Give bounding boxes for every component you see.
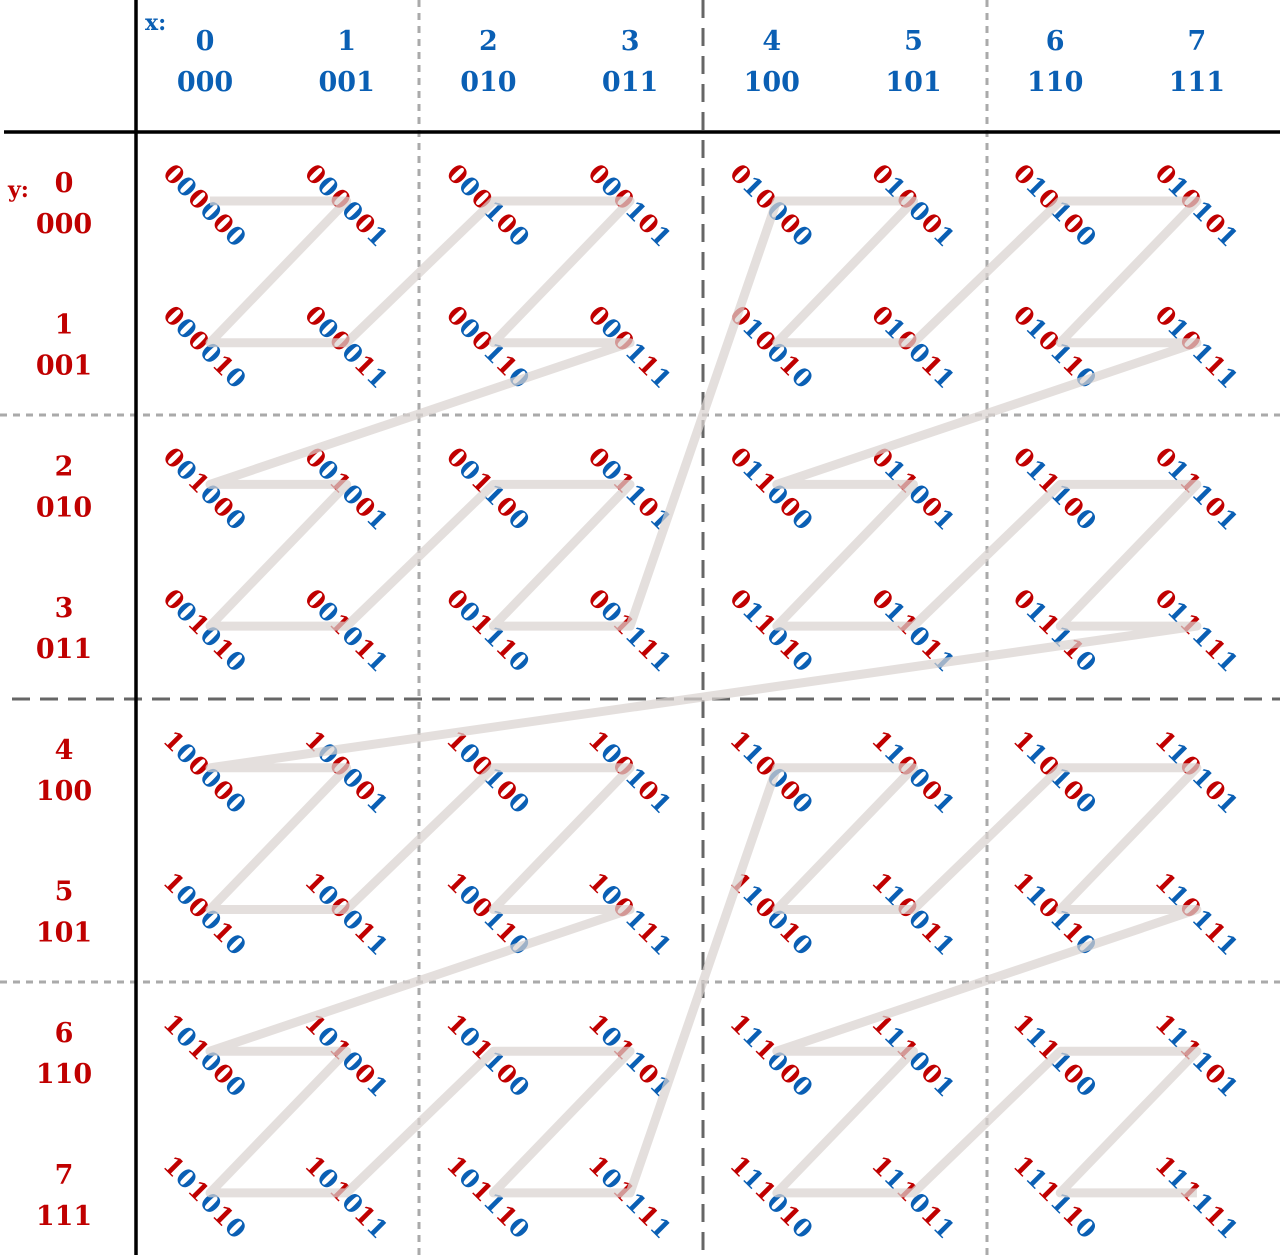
y-tick-binary: 010 <box>36 492 92 523</box>
x-tick-binary: 001 <box>319 67 375 98</box>
axis-labels: x: y: 0000100120103011410051016110711100… <box>7 10 1225 1232</box>
y-tick-binary: 100 <box>36 776 92 807</box>
x-tick-decimal: 6 <box>1046 26 1065 57</box>
y-tick-decimal: 6 <box>55 1018 74 1049</box>
y-tick-decimal: 4 <box>55 735 74 766</box>
x-tick-binary: 000 <box>177 67 233 98</box>
z-curve <box>205 196 1202 1198</box>
x-tick-binary: 110 <box>1027 67 1083 98</box>
cell-code: 011100 <box>1008 441 1102 535</box>
x-tick-decimal: 1 <box>337 26 356 57</box>
y-tick-decimal: 5 <box>55 877 74 908</box>
cell-code: 000000 <box>158 158 252 252</box>
y-tick-binary: 101 <box>36 918 92 949</box>
x-tick-decimal: 0 <box>196 26 215 57</box>
y-tick-binary: 011 <box>36 634 92 665</box>
y-tick-binary: 111 <box>36 1201 92 1232</box>
cell-code: 001110 <box>441 583 535 677</box>
x-tick-decimal: 5 <box>904 26 923 57</box>
y-tick-decimal: 2 <box>55 451 74 482</box>
x-tick-binary: 010 <box>460 67 516 98</box>
x-tick-decimal: 7 <box>1188 26 1207 57</box>
cell-code: 001010 <box>158 583 252 677</box>
x-tick-binary: 101 <box>885 67 941 98</box>
cell-code: 000110 <box>441 300 535 394</box>
y-tick-decimal: 3 <box>55 593 74 624</box>
y-tick-binary: 000 <box>36 209 92 240</box>
x-tick-decimal: 4 <box>762 26 781 57</box>
y-axis-label: y: <box>7 177 29 203</box>
y-tick-decimal: 0 <box>55 168 74 199</box>
curve-path <box>205 196 1202 1198</box>
x-tick-binary: 011 <box>602 67 658 98</box>
y-tick-decimal: 7 <box>55 1160 74 1191</box>
y-tick-binary: 110 <box>36 1059 92 1090</box>
x-axis-label: x: <box>145 10 166 36</box>
x-tick-decimal: 3 <box>621 26 640 57</box>
x-tick-binary: 100 <box>744 67 800 98</box>
y-tick-decimal: 1 <box>55 310 74 341</box>
x-tick-binary: 111 <box>1169 67 1225 98</box>
x-tick-decimal: 2 <box>479 26 498 57</box>
y-tick-binary: 001 <box>36 351 92 382</box>
